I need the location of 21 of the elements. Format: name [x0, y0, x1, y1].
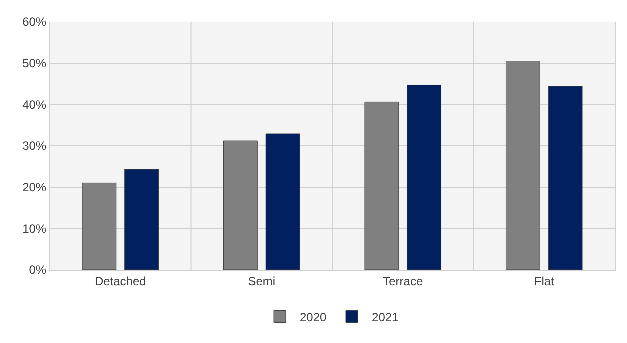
bar	[364, 102, 400, 270]
bar	[223, 140, 258, 270]
y-tick-label: 50%	[22, 56, 47, 71]
x-tick-label: Detached	[94, 274, 146, 288]
x-tick-label: Terrace	[383, 274, 424, 288]
bar	[548, 86, 583, 270]
y-tick-label: 10%	[22, 222, 47, 236]
y-tick-label: 60%	[22, 15, 47, 30]
y-tick-label: 0%	[29, 263, 47, 278]
x-tick-label: Flat	[534, 274, 556, 288]
bar	[124, 169, 160, 270]
bar	[407, 84, 442, 270]
bar	[266, 134, 300, 270]
x-tick-label: Semi	[248, 274, 276, 288]
y-tick-label: 40%	[22, 98, 47, 112]
y-tick-label: 20%	[22, 180, 47, 195]
legend-label: 2020	[300, 310, 328, 324]
bar	[82, 182, 117, 270]
legend-label: 2021	[372, 310, 400, 324]
bar	[506, 61, 540, 270]
y-tick-label: 30%	[22, 139, 47, 154]
